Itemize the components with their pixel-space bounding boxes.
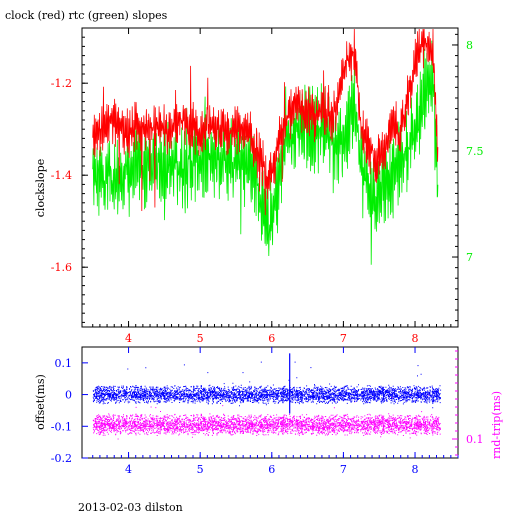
bottom-x-tick-label: 6 [268, 463, 275, 476]
top-y-left-tick-label: -1.6 [51, 261, 72, 274]
top-y-right-axis: 77.58 [452, 33, 484, 322]
top-x-tick-label: 6 [268, 332, 275, 345]
bottom-panel: 4 5 6 7 8 -0.2 -0.1 0 0.1 0.1 offset(ms) rnd-tr… [34, 346, 503, 476]
bottom-y-left-tick-label: 0.1 [55, 357, 73, 370]
chart-title: clock (red) rtc (green) slopes [5, 9, 168, 22]
top-y-right-tick-label: 7 [466, 251, 473, 264]
bottom-y-axis-label: offset(ms) [34, 374, 47, 430]
chart-footer: 2013-02-03 dilston [78, 501, 183, 512]
bottom-x-tick-label: 8 [412, 463, 419, 476]
top-x-tick-label: 8 [412, 332, 419, 345]
top-y-left-axis: -1.6 -1.4 -1.2 [51, 36, 88, 323]
bottom-y-left-axis: -0.2 -0.1 0 0.1 [51, 357, 88, 465]
rnd-trip-scatter [92, 391, 441, 440]
top-y-axis-label: clockslope [34, 159, 47, 217]
top-x-tick-label: 4 [125, 332, 132, 345]
top-y-left-tick-label: -1.2 [51, 77, 72, 90]
bottom-y-left-tick-label: 0 [65, 389, 72, 402]
bottom-y-right-tick-label: 0.1 [466, 433, 484, 446]
bottom-plot-frame [81, 346, 459, 459]
top-series-group [92, 28, 439, 265]
bottom-y-left-tick-label: -0.2 [51, 452, 72, 465]
top-x-tick-label: 7 [340, 332, 347, 345]
bottom-x-tick-label: 4 [125, 463, 132, 476]
bottom-x-tick-label: 5 [197, 463, 204, 476]
bottom-y-right-axis-label: rnd-trip(ms) [490, 391, 503, 459]
bottom-y-left-tick-label: -0.1 [51, 420, 72, 433]
top-x-tick-label: 5 [197, 332, 204, 345]
bottom-x-axis: 4 5 6 7 8 [92, 347, 459, 476]
top-plot-frame [81, 27, 459, 328]
bottom-series-group [92, 353, 442, 440]
top-y-right-tick-label: 8 [466, 39, 473, 52]
rtc-series-line [92, 40, 439, 265]
bottom-y-right-axis: 0.1 [452, 350, 484, 456]
top-y-left-tick-label: -1.4 [51, 169, 72, 182]
top-y-right-tick-label: 7.5 [466, 145, 484, 158]
bottom-x-tick-label: 7 [340, 463, 347, 476]
top-x-axis: 4 5 6 7 8 [92, 28, 459, 345]
offset-scatter [92, 361, 442, 409]
clock-series-line [92, 28, 439, 216]
